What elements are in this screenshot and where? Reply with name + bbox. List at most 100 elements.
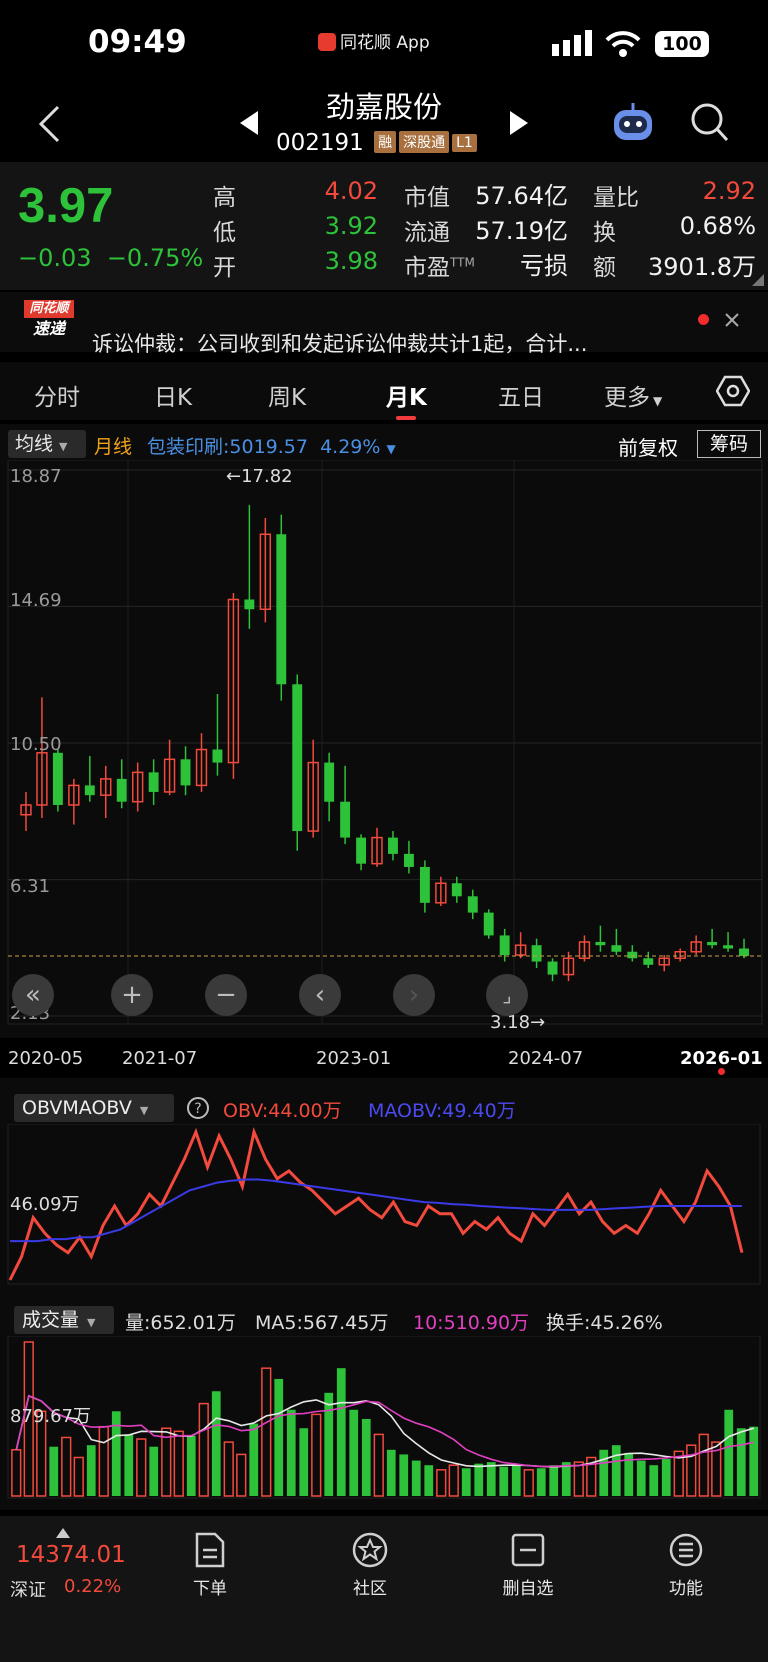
candlestick-chart[interactable] xyxy=(0,460,768,1030)
candle-body xyxy=(499,935,510,956)
obv-chart[interactable] xyxy=(0,1124,768,1286)
tab-intraday[interactable]: 分时 xyxy=(34,385,80,411)
nav-community[interactable]: 社区 xyxy=(320,1532,420,1599)
y-tick-2: 14.69 xyxy=(10,590,62,611)
news-text[interactable]: 诉讼仲裁：公司收到和发起诉讼仲裁共计1起，合计... xyxy=(92,332,588,356)
battery-indicator: 100 xyxy=(655,31,709,57)
volume-bar xyxy=(23,1341,34,1497)
volume-bar xyxy=(511,1465,521,1496)
candle-body xyxy=(163,758,176,793)
scroll-right-button[interactable]: › xyxy=(393,974,435,1016)
stock-code-row: 002191 融深股通 L1 xyxy=(276,130,477,156)
period-tabs: 分时 日K 周K 月K 五日 更多 ▼ xyxy=(0,362,768,420)
search-icon[interactable] xyxy=(690,102,730,144)
wifi-icon xyxy=(605,31,641,57)
change-value: −0.03 xyxy=(18,244,92,272)
y-tick-top: 18.87 xyxy=(10,466,62,487)
volume-bar xyxy=(373,1433,384,1497)
volume-ratio-value: 2.92 xyxy=(702,177,756,205)
high-value: 4.02 xyxy=(324,177,378,205)
expand-corner-icon[interactable] xyxy=(752,274,764,286)
volume-bar xyxy=(411,1460,421,1496)
nav-order[interactable]: 下单 xyxy=(160,1532,260,1599)
volume-bar xyxy=(73,1456,84,1497)
candle-body xyxy=(100,778,112,796)
candle-body xyxy=(244,599,255,610)
order-doc-icon xyxy=(195,1532,225,1568)
candle-body xyxy=(451,883,462,897)
candle-body xyxy=(531,945,542,962)
robot-assistant-icon[interactable] xyxy=(610,100,656,146)
news-strip[interactable] xyxy=(0,292,768,352)
volume-bar xyxy=(549,1465,559,1496)
volume-bar xyxy=(311,1413,322,1497)
tab-more-label: 更多 xyxy=(604,385,650,411)
volume-indicator-select[interactable]: 成交量 ▼ xyxy=(14,1306,114,1334)
sector-index-value: 包装印刷:5019.57 xyxy=(147,436,308,458)
collapse-left-button[interactable]: « xyxy=(12,974,54,1016)
tab-weekly-k[interactable]: 周K xyxy=(268,385,307,411)
volume-bar xyxy=(49,1446,59,1496)
nav-functions[interactable]: 功能 xyxy=(636,1532,736,1599)
candle-body xyxy=(435,882,447,904)
help-icon[interactable]: ? xyxy=(186,1096,210,1120)
scroll-left-button[interactable]: ‹ xyxy=(299,974,341,1016)
candle-body xyxy=(739,948,749,956)
volume-select-label: 成交量 xyxy=(22,1309,80,1331)
volume-bar xyxy=(474,1463,484,1496)
candle-body xyxy=(690,941,702,953)
volume-chart[interactable] xyxy=(0,1336,768,1500)
volume-value: 量:652.01万 xyxy=(125,1312,236,1334)
open-label: 开 xyxy=(213,255,236,281)
low-label: 低 xyxy=(213,220,236,246)
volume-bar xyxy=(724,1409,734,1496)
tag-connect: 深股通 xyxy=(399,131,450,153)
volume-axis-label: 879.67万 xyxy=(10,1406,91,1427)
settings-hexagon-icon[interactable] xyxy=(716,374,750,408)
index-percent: 0.22% xyxy=(64,1576,122,1597)
pe-value: 亏损 xyxy=(520,252,568,280)
tab-more[interactable]: 更多 ▼ xyxy=(604,378,662,412)
float-value: 57.19亿 xyxy=(475,217,568,245)
volume-bar xyxy=(136,1438,147,1497)
obv-caret-icon: ▼ xyxy=(139,1104,149,1117)
volume-bar xyxy=(36,1410,47,1497)
back-icon[interactable] xyxy=(36,104,62,144)
mcap-label: 市值 xyxy=(404,185,450,211)
candle-body xyxy=(419,866,430,903)
volume-bar xyxy=(124,1434,134,1496)
obv-indicator-select[interactable]: OBVMAOBV ▼ xyxy=(14,1094,174,1122)
volume-bar xyxy=(299,1428,309,1496)
prev-stock-icon[interactable] xyxy=(238,110,260,136)
ma-select[interactable]: 均线 ▼ xyxy=(8,430,86,458)
sector-caret-icon: ▼ xyxy=(386,442,396,456)
volume-bar xyxy=(673,1450,684,1497)
remove-watchlist-icon xyxy=(511,1533,545,1567)
volume-bar xyxy=(211,1391,221,1496)
candle-body xyxy=(371,836,383,865)
up-triangle-icon xyxy=(56,1528,70,1538)
volume-bar xyxy=(536,1468,546,1496)
tab-monthly-k[interactable]: 月K xyxy=(386,385,427,411)
candle-body xyxy=(20,804,32,816)
close-icon[interactable] xyxy=(724,312,740,328)
candle-body xyxy=(84,785,95,796)
tab-daily-k[interactable]: 日K xyxy=(154,385,193,411)
candle-body xyxy=(276,534,287,685)
adjust-label[interactable]: 前复权 xyxy=(618,436,678,460)
price-change: −0.03 −0.75% xyxy=(18,244,203,272)
sector-index-label[interactable]: 包装印刷:5019.57 4.29% ▼ xyxy=(147,432,396,459)
pe-label-text: 市盈 xyxy=(404,255,450,281)
zoom-in-button[interactable]: + xyxy=(111,974,153,1016)
volume-bar xyxy=(624,1452,634,1496)
fullscreen-button[interactable]: ⌟ xyxy=(486,974,528,1016)
zoom-out-button[interactable]: − xyxy=(205,974,247,1016)
index-value[interactable]: 14374.01 xyxy=(16,1542,126,1568)
next-stock-icon[interactable] xyxy=(508,110,530,136)
candle-body xyxy=(259,533,272,611)
nav-remove-watchlist[interactable]: 删自选 xyxy=(478,1532,578,1599)
chips-button[interactable]: 筹码 xyxy=(697,430,761,458)
candle-body xyxy=(324,762,335,802)
tab-five-day[interactable]: 五日 xyxy=(498,385,544,411)
ma-caret-icon: ▼ xyxy=(59,440,68,453)
